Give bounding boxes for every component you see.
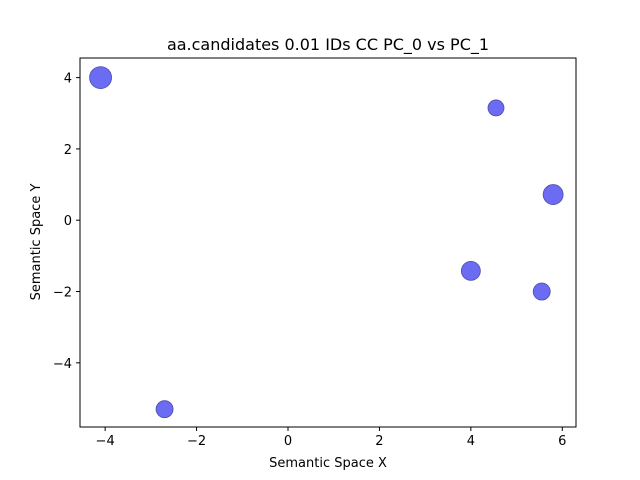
y-axis-label: Semantic Space Y xyxy=(29,184,44,301)
x-tick-label: 0 xyxy=(284,434,292,449)
y-tick-label: −2 xyxy=(53,286,72,301)
y-tick-label: 0 xyxy=(64,214,72,229)
x-axis-label: Semantic Space X xyxy=(269,456,387,471)
y-tick-label: 2 xyxy=(64,143,72,158)
data-point xyxy=(155,400,174,419)
data-point xyxy=(542,184,564,205)
x-tick-label: −2 xyxy=(187,434,206,449)
x-tick-label: 6 xyxy=(558,434,566,449)
x-tick-label: 2 xyxy=(375,434,383,449)
y-tick-label: 4 xyxy=(64,72,72,87)
plot-frame xyxy=(79,57,577,428)
x-tick-label: 4 xyxy=(467,434,475,449)
y-tick-label: −4 xyxy=(53,357,72,372)
data-point xyxy=(532,282,551,301)
plot-area: −4 −2 0 2 4 6 −4 −2 0 2 4 xyxy=(53,57,577,449)
data-point xyxy=(460,260,481,281)
chart-title: aa.candidates 0.01 IDs CC PC_0 vs PC_1 xyxy=(167,35,489,55)
data-point xyxy=(487,99,505,117)
data-point xyxy=(89,66,112,90)
x-tick-label: −4 xyxy=(96,434,115,449)
